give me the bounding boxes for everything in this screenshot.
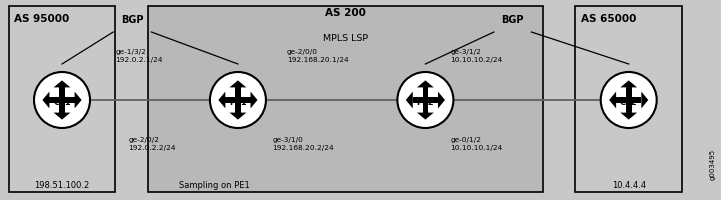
Polygon shape — [626, 98, 632, 113]
Text: Sampling on PE1: Sampling on PE1 — [179, 182, 249, 190]
Polygon shape — [438, 92, 445, 108]
Polygon shape — [417, 80, 434, 87]
Polygon shape — [50, 97, 63, 103]
Text: PE2: PE2 — [417, 98, 434, 107]
Polygon shape — [417, 113, 434, 120]
Text: PE1: PE1 — [229, 98, 247, 107]
Polygon shape — [406, 92, 413, 108]
Polygon shape — [423, 98, 428, 113]
Polygon shape — [627, 97, 641, 103]
Polygon shape — [236, 97, 250, 103]
Polygon shape — [59, 87, 65, 102]
Text: ge-1/3/2
192.0.2.1/24: ge-1/3/2 192.0.2.1/24 — [115, 49, 163, 63]
Polygon shape — [235, 98, 241, 113]
Text: BGP: BGP — [120, 15, 143, 25]
Bar — [575, 6, 682, 192]
Ellipse shape — [210, 72, 266, 128]
Text: ge-0/1/2
10.10.10.1/24: ge-0/1/2 10.10.10.1/24 — [451, 137, 503, 151]
Ellipse shape — [601, 72, 657, 128]
Polygon shape — [616, 97, 630, 103]
Text: 10.4.4.4: 10.4.4.4 — [611, 182, 646, 190]
Polygon shape — [250, 92, 257, 108]
Polygon shape — [74, 92, 81, 108]
Text: CE1: CE1 — [53, 98, 71, 107]
Polygon shape — [229, 80, 247, 87]
Polygon shape — [226, 97, 239, 103]
Polygon shape — [43, 92, 50, 108]
Text: BGP: BGP — [500, 15, 523, 25]
Text: AS 95000: AS 95000 — [14, 14, 70, 24]
Polygon shape — [229, 113, 247, 120]
Ellipse shape — [397, 72, 454, 128]
Text: g003495: g003495 — [710, 149, 716, 180]
Ellipse shape — [34, 72, 90, 128]
Polygon shape — [620, 113, 637, 120]
Polygon shape — [424, 97, 438, 103]
Polygon shape — [413, 97, 427, 103]
Text: AS 200: AS 200 — [325, 8, 366, 18]
Bar — [9, 6, 115, 192]
Polygon shape — [235, 87, 241, 102]
Polygon shape — [626, 87, 632, 102]
Text: 198.51.100.2: 198.51.100.2 — [35, 182, 89, 190]
Polygon shape — [53, 80, 71, 87]
Polygon shape — [61, 97, 74, 103]
Text: ge-3/1/2
10.10.10.2/24: ge-3/1/2 10.10.10.2/24 — [451, 49, 503, 63]
Text: ge-2/0/0
192.168.20.1/24: ge-2/0/0 192.168.20.1/24 — [287, 49, 348, 63]
Polygon shape — [423, 87, 428, 102]
Polygon shape — [609, 92, 616, 108]
Text: ge-2/0/2
192.0.2.2/24: ge-2/0/2 192.0.2.2/24 — [128, 137, 176, 151]
Polygon shape — [218, 92, 226, 108]
Text: MPLS LSP: MPLS LSP — [323, 34, 368, 43]
Polygon shape — [53, 113, 71, 120]
Polygon shape — [620, 80, 637, 87]
Polygon shape — [59, 98, 65, 113]
Bar — [148, 6, 543, 192]
Text: CE2: CE2 — [620, 98, 637, 107]
Text: ge-3/1/0
192.168.20.2/24: ge-3/1/0 192.168.20.2/24 — [273, 137, 334, 151]
Polygon shape — [641, 92, 648, 108]
Text: AS 65000: AS 65000 — [581, 14, 637, 24]
